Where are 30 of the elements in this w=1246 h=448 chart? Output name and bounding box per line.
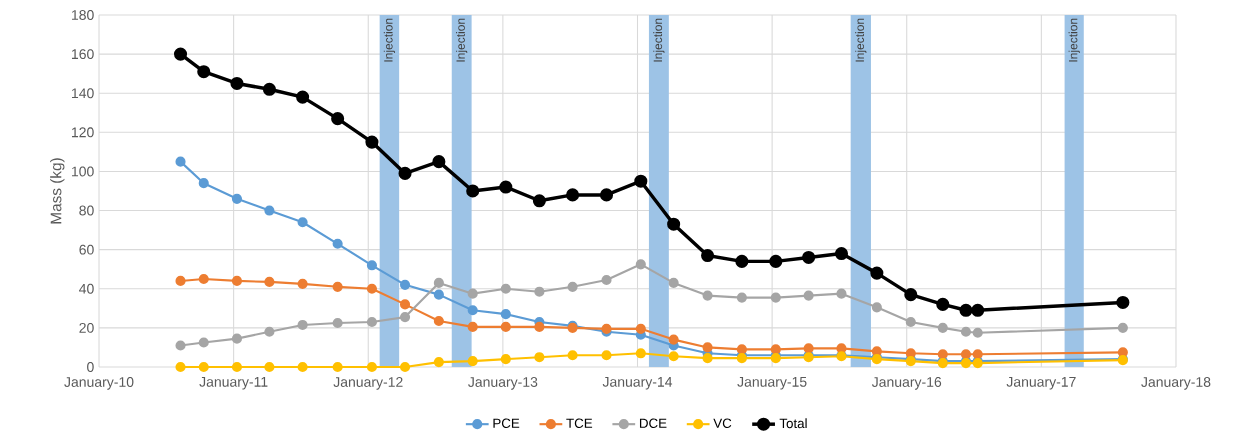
x-tick-label: January-14: [602, 377, 673, 390]
legend-label: PCE: [493, 418, 520, 428]
y-tick-label: 0: [87, 362, 94, 372]
y-tick-label: 160: [72, 49, 94, 60]
y-tick-label: 100: [72, 166, 94, 177]
y-tick-label: 180: [72, 10, 94, 20]
y-tick-label: 80: [79, 205, 94, 216]
y-tick-label: 120: [72, 127, 94, 138]
x-tick-label: January-13: [468, 377, 538, 390]
legend-label: DCE: [639, 418, 667, 428]
y-tick-label: 60: [79, 244, 94, 255]
band-label: Injection: [653, 18, 665, 62]
band-label: Injection: [383, 18, 395, 62]
y-tick-label: 140: [72, 88, 94, 99]
band-label: Injection: [1068, 18, 1080, 62]
legend-label: Total: [779, 418, 807, 429]
legend-label: TCE: [566, 418, 593, 428]
band-label: Injection: [855, 18, 867, 62]
legend-label: VC: [713, 418, 732, 428]
x-tick-label: January-18: [1141, 377, 1211, 390]
y-tick-label: 20: [79, 322, 94, 333]
x-tick-label: January-17: [1006, 377, 1076, 390]
y-tick-label: 40: [79, 283, 94, 294]
x-tick-label: January-11: [199, 377, 268, 390]
x-tick-label: January-10: [64, 377, 134, 390]
band-label: Injection: [456, 18, 468, 62]
y-axis-title: Mass (kg): [50, 158, 65, 224]
x-tick-label: January-16: [871, 377, 942, 390]
x-tick-label: January-12: [333, 377, 403, 390]
x-tick-label: January-15: [737, 377, 807, 390]
